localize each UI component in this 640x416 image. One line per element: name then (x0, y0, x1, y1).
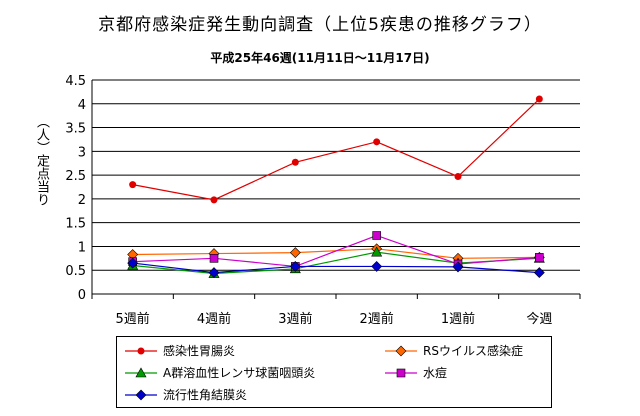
data-point (127, 257, 139, 269)
data-point (395, 345, 407, 357)
data-point (373, 138, 381, 146)
data-point (371, 260, 383, 272)
legend-item: 水痘 (383, 365, 543, 381)
data-point (137, 347, 145, 355)
legend-item: RSウイルス感染症 (383, 343, 543, 359)
data-point (289, 260, 301, 272)
data-point (291, 158, 299, 166)
legend-label: 流行性角結膜炎 (163, 388, 248, 402)
data-point (135, 389, 147, 401)
data-point (454, 173, 462, 181)
y-tick-label: 1 (78, 240, 86, 255)
y-tick-label: 4.5 (65, 74, 86, 89)
legend-label: RSウイルス感染症 (423, 344, 523, 358)
legend-label: 水痘 (423, 366, 448, 380)
y-tick-label: 3 (78, 145, 86, 160)
chart-title: 京都府感染症発生動向調査（上位5疾患の推移グラフ） (98, 15, 542, 35)
x-tick-label: 3週前 (278, 311, 312, 327)
data-point (452, 261, 464, 273)
y-tick-label: 1.5 (65, 217, 86, 232)
data-point (396, 368, 406, 378)
legend-swatch (125, 347, 157, 355)
data-point (209, 254, 219, 263)
data-point (535, 95, 543, 103)
legend-item: 流行性角結膜炎 (123, 387, 343, 403)
y-tick-label: 0.5 (65, 264, 86, 279)
data-point (289, 247, 301, 259)
y-tick-label: 0 (78, 288, 86, 303)
y-tick-label: 2.5 (65, 169, 86, 184)
series-line (132, 234, 540, 268)
legend: 感染性胃腸炎 RSウイルス感染症 A群溶血性レンサ球菌咽頭炎 水痘 流行性角結膜… (116, 336, 552, 408)
x-tick-label: 2週前 (360, 311, 394, 327)
legend-swatch (125, 367, 157, 378)
data-point (135, 367, 147, 378)
y-tick-label: 2 (78, 193, 86, 208)
series-line (132, 251, 540, 275)
data-point (208, 267, 220, 279)
data-point (371, 246, 383, 257)
plot-area: 0 0.5 1 1.5 2 2.5 3 3.5 4 4.5 5週前 4週前 3週前 2週前 1週前 今週 (65, 74, 581, 327)
legend-swatch (125, 389, 157, 401)
data-point (372, 231, 381, 240)
legend-label: 感染性胃腸炎 (163, 344, 236, 358)
chart-subtitle: 平成25年46週(11月11日～11月17日) (210, 51, 430, 65)
x-tick-label: 4週前 (197, 311, 231, 327)
data-point (533, 267, 545, 279)
data-point (129, 181, 137, 189)
data-point (210, 196, 218, 204)
legend-item: 感染性胃腸炎 (123, 343, 343, 359)
y-tick-label: 3.5 (65, 122, 86, 137)
series-line (132, 262, 540, 274)
y-axis-label: （人）定点当り (34, 115, 49, 206)
series-line (132, 248, 540, 259)
x-tick-label: 5週前 (116, 311, 150, 327)
data-point (535, 253, 544, 262)
x-tick-label: 今週 (526, 311, 552, 327)
legend-item: A群溶血性レンサ球菌咽頭炎 (123, 365, 363, 381)
legend-swatch (385, 345, 417, 357)
series-line (132, 98, 540, 201)
legend-label: A群溶血性レンサ球菌咽頭炎 (163, 366, 316, 380)
y-tick-label: 4 (78, 98, 86, 113)
legend-swatch (385, 368, 417, 378)
x-tick-label: 1週前 (441, 311, 475, 327)
